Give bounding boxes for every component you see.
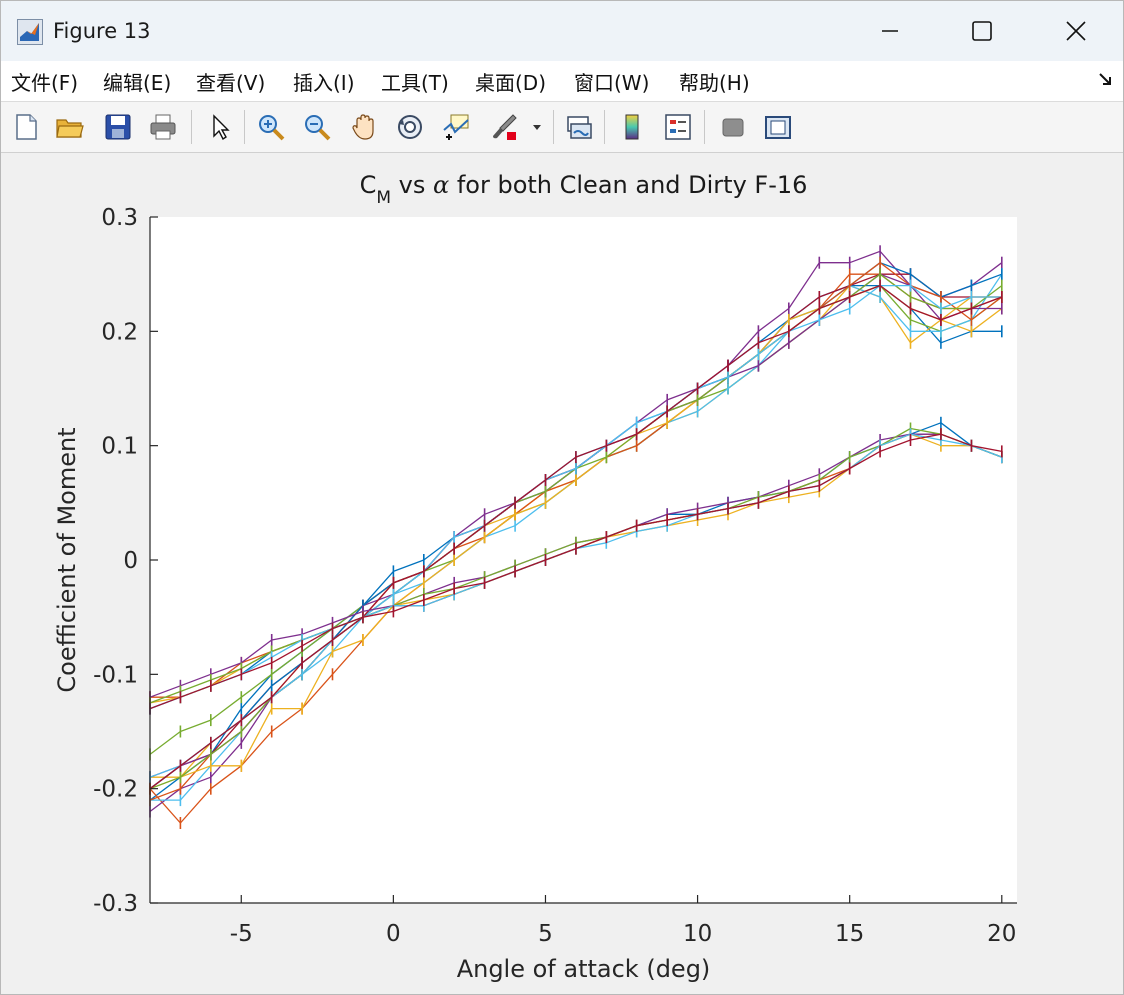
menu-bar: 文件(F) 编辑(E) 查看(V) 插入(I) 工具(T) 桌面(D) 窗口(W… <box>1 61 1123 102</box>
toolbar-separator <box>244 110 245 144</box>
x-axis-label: Angle of attack (deg) <box>457 955 711 983</box>
plot-area <box>150 217 1017 903</box>
pointer-button[interactable] <box>203 110 237 144</box>
open-button[interactable] <box>53 110 87 144</box>
axes-layer: -5 0 5 10 15 20 -0.3 -0.2 -0.1 0 0.1 0.2 0.3 <box>93 205 1017 947</box>
minimize-icon <box>882 30 898 32</box>
pan-button[interactable] <box>347 110 381 144</box>
zoom-out-button[interactable] <box>300 110 334 144</box>
y-tick-label: 0.2 <box>101 319 138 345</box>
toolbar-separator <box>604 110 605 144</box>
y-tick-label: -0.2 <box>93 777 138 803</box>
link-plot-icon <box>567 116 592 139</box>
x-tick-label: 20 <box>987 921 1016 947</box>
close-button[interactable] <box>1053 11 1099 51</box>
y-axis-label: Coefficient of Moment <box>53 427 81 692</box>
figure-toolbar <box>1 102 1123 153</box>
window-title: Figure 13 <box>53 19 151 43</box>
pointer-icon <box>213 114 230 141</box>
figure-canvas: CM vs α for both Clean and Dirty F-16 -5… <box>1 153 1123 994</box>
chart: CM vs α for both Clean and Dirty F-16 -5… <box>53 171 1017 983</box>
brush-dropdown[interactable] <box>527 110 547 144</box>
chart-title: CM vs α for both Clean and Dirty F-16 <box>360 171 808 208</box>
chevron-down-icon <box>533 125 541 130</box>
print-button[interactable] <box>146 110 180 144</box>
x-tick-label: -5 <box>230 921 253 947</box>
data-cursor-button[interactable] <box>439 110 473 144</box>
title-subscript: M <box>376 188 391 208</box>
print-icon <box>150 114 176 140</box>
x-tick-label: 5 <box>538 921 553 947</box>
x-tick-label: 0 <box>386 921 401 947</box>
save-icon <box>105 114 131 140</box>
menu-window[interactable]: 窗口(W) <box>574 71 650 95</box>
menu-edit[interactable]: 编辑(E) <box>103 71 172 95</box>
zoom-in-button[interactable] <box>254 110 288 144</box>
title-vs: vs <box>391 171 433 199</box>
y-tick-label: 0.1 <box>101 434 138 460</box>
zoom-out-icon <box>305 115 331 141</box>
menu-help[interactable]: 帮助(H) <box>679 71 750 95</box>
y-tick-label: -0.3 <box>93 891 138 917</box>
open-folder-icon <box>56 119 84 138</box>
maximize-icon <box>972 21 992 41</box>
legend-icon <box>665 114 691 140</box>
show-plot-tools-button[interactable] <box>761 110 795 144</box>
close-icon <box>1066 21 1086 41</box>
brush-icon <box>493 114 517 140</box>
title-base: C <box>360 171 377 199</box>
menu-file[interactable]: 文件(F) <box>11 71 79 95</box>
y-tick-label: 0 <box>123 548 138 574</box>
toolbar-separator <box>553 110 554 144</box>
dock-arrow-icon[interactable] <box>1097 71 1113 87</box>
minimize-button[interactable] <box>867 11 913 51</box>
menu-insert[interactable]: 插入(I) <box>293 71 355 95</box>
y-tick-label: -0.1 <box>93 662 138 688</box>
menu-view[interactable]: 查看(V) <box>196 71 266 95</box>
rotate-3d-icon <box>398 115 422 139</box>
matlab-logo-icon <box>17 19 43 45</box>
show-plot-tools-icon <box>765 116 791 139</box>
hide-plot-tools-button[interactable] <box>716 110 750 144</box>
x-tick-label: 15 <box>835 921 864 947</box>
legend-button[interactable] <box>661 110 695 144</box>
title-alpha: α <box>433 171 449 199</box>
toolbar-separator <box>704 110 705 144</box>
link-plot-button[interactable] <box>562 110 596 144</box>
zoom-in-icon <box>259 115 285 141</box>
brush-button[interactable] <box>487 110 521 144</box>
y-tick-label: 0.3 <box>101 205 138 231</box>
title-tail: for both Clean and Dirty F-16 <box>449 171 807 199</box>
menu-tools[interactable]: 工具(T) <box>381 71 449 95</box>
new-figure-button[interactable] <box>9 110 43 144</box>
toolbar-separator <box>191 110 192 144</box>
pan-hand-icon <box>352 114 374 140</box>
rotate-button[interactable] <box>393 110 427 144</box>
maximize-button[interactable] <box>959 11 1005 51</box>
data-cursor-icon <box>443 114 469 140</box>
save-button[interactable] <box>101 110 135 144</box>
new-figure-icon <box>16 114 37 140</box>
hide-plot-tools-icon <box>722 118 744 137</box>
menu-desktop[interactable]: 桌面(D) <box>475 71 547 95</box>
title-bar: Figure 13 <box>1 1 1123 61</box>
colorbar-icon <box>625 114 639 140</box>
x-tick-label: 10 <box>683 921 712 947</box>
colorbar-button[interactable] <box>615 110 649 144</box>
